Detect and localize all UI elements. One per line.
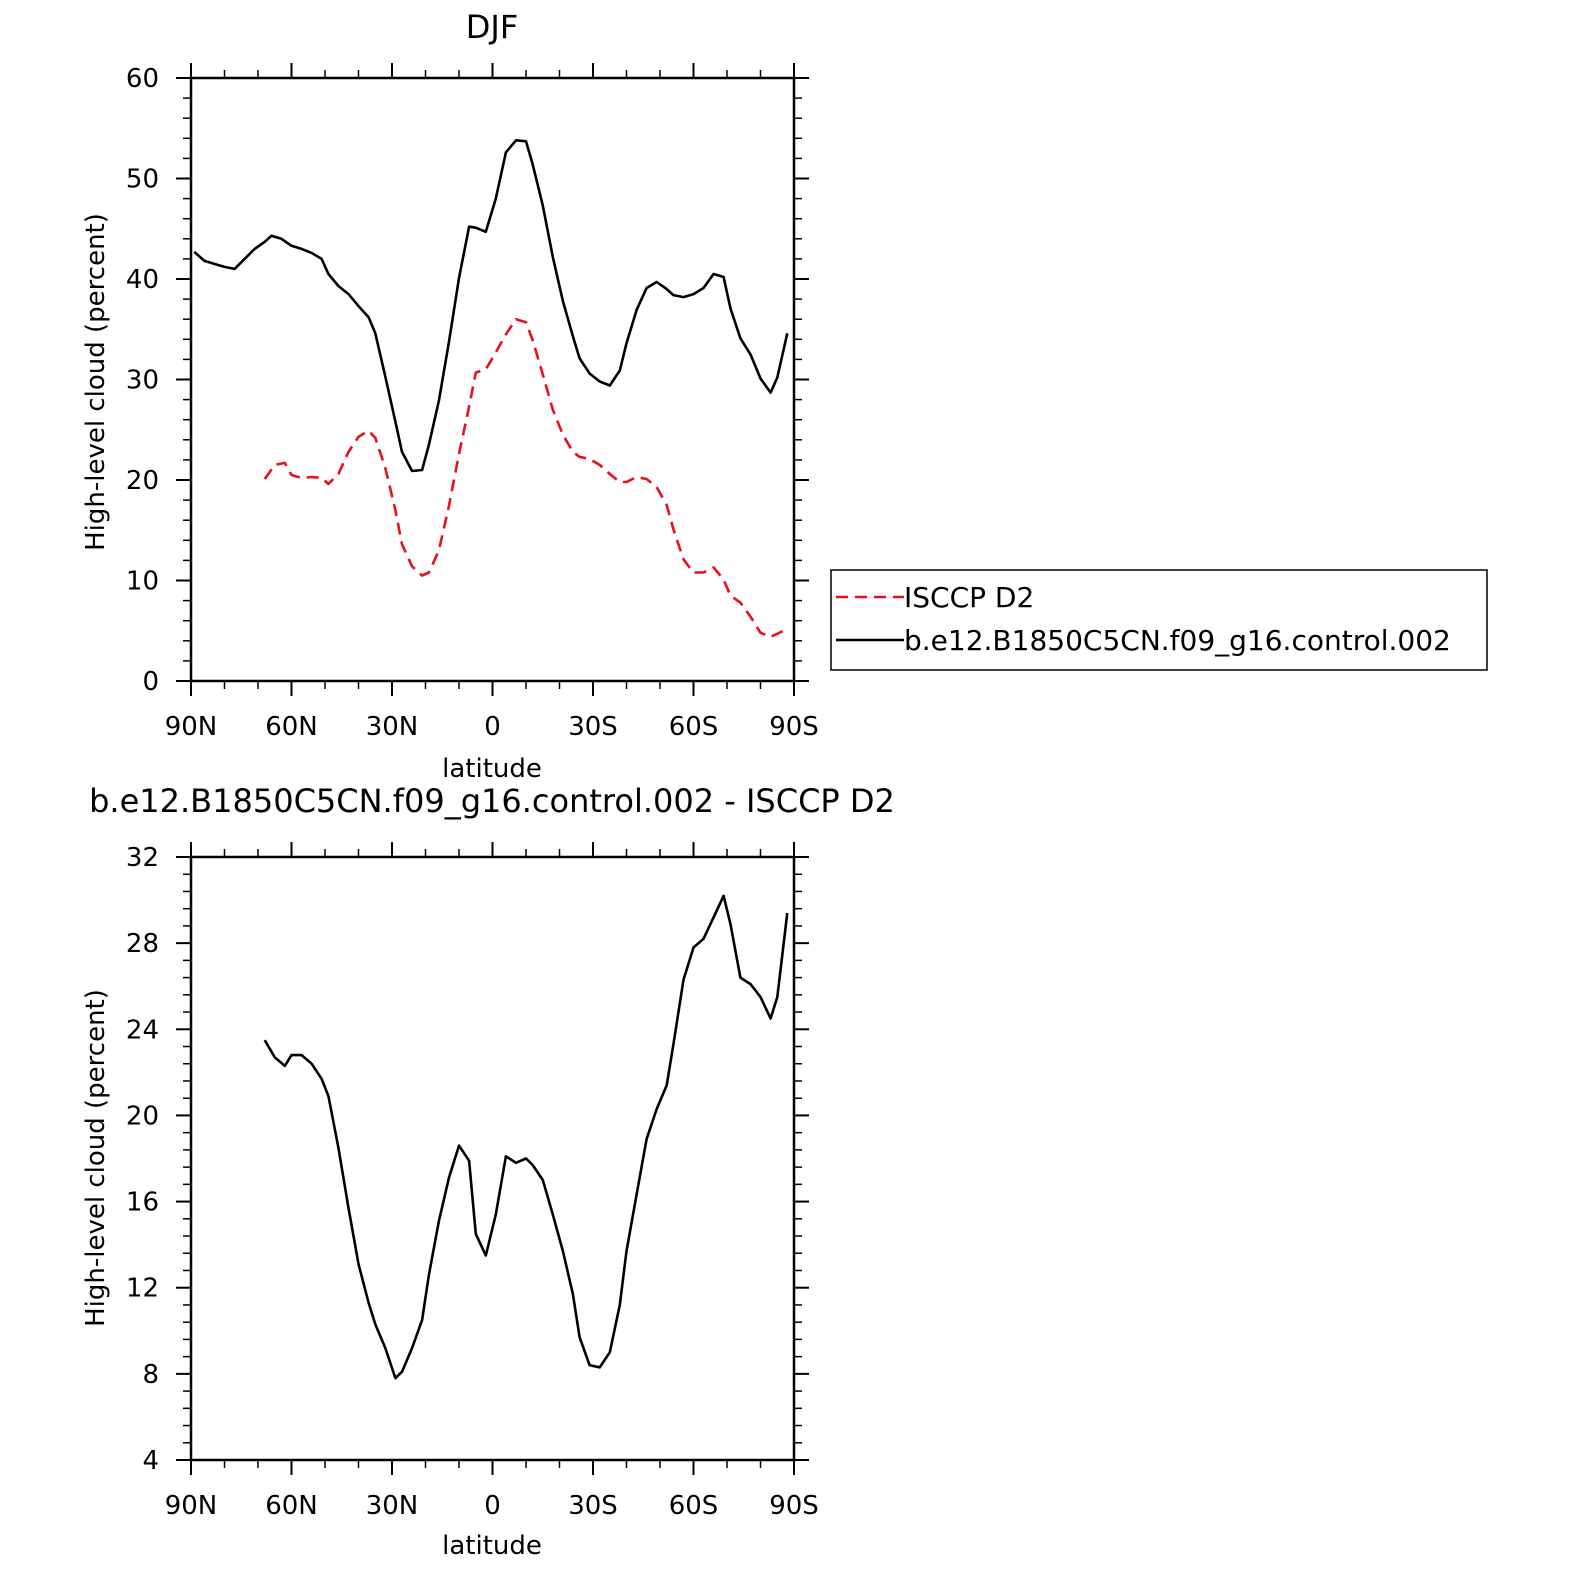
bottom-chart-ytick-label: 20 [126, 1101, 159, 1131]
bottom-chart-ytick-label: 8 [142, 1360, 159, 1390]
bottom-chart-xtick-label: 90S [769, 1491, 819, 1521]
top-chart-xtick-label: 30S [568, 712, 618, 742]
bottom-chart-ylabel: High-level cloud (percent) [81, 989, 111, 1327]
legend: ISCCP D2 b.e12.B1850C5CN.f09_g16.control… [830, 569, 1488, 671]
top-chart-series-line-1 [193, 139, 789, 473]
top-chart-ytick-label: 10 [126, 567, 159, 597]
top-chart-xtick-label: 60S [669, 712, 719, 742]
top-chart-ytick-label: 30 [126, 366, 159, 396]
top-chart-ytick-label: 20 [126, 466, 159, 496]
bottom-chart-ytick-label: 12 [126, 1274, 159, 1304]
bottom-chart-ytick-label: 24 [126, 1015, 159, 1045]
bottom-chart-xtick-label: 30S [568, 1491, 618, 1521]
top-chart-xtick-label: 60N [265, 712, 318, 742]
top-chart-ytick-label: 40 [126, 265, 159, 295]
top-chart-ticks [176, 63, 809, 696]
top-chart-xtick-label: 90S [769, 712, 819, 742]
bottom-chart-xlabel: latitude [442, 1531, 542, 1561]
bottom-chart-xtick-label: 0 [484, 1491, 501, 1521]
top-chart-ytick-label: 50 [126, 165, 159, 195]
bottom-chart-xtick-label: 30N [366, 1491, 419, 1521]
bottom-chart-title: b.e12.B1850C5CN.f09_g16.control.002 - IS… [89, 782, 895, 820]
legend-label-isccp: ISCCP D2 [904, 581, 1034, 614]
top-chart-xtick-label: 0 [484, 712, 501, 742]
bottom-chart-ytick-label: 32 [126, 843, 159, 873]
legend-label-model: b.e12.B1850C5CN.f09_g16.control.002 [904, 624, 1451, 657]
bottom-chart-ticks [176, 842, 809, 1475]
top-chart-xtick-label: 30N [366, 712, 419, 742]
top-chart-xlabel: latitude [442, 754, 542, 784]
bottom-chart-ytick-label: 4 [142, 1446, 159, 1476]
bottom-chart-ytick-label: 16 [126, 1188, 159, 1218]
legend-box [830, 569, 1488, 671]
top-chart-ytick-label: 60 [126, 64, 159, 94]
bottom-chart-ytick-label: 28 [126, 929, 159, 959]
top-chart-ytick-label: 0 [142, 667, 159, 697]
bottom-chart-xtick-label: 90N [165, 1491, 218, 1521]
bottom-chart-panel: b.e12.B1850C5CN.f09_g16.control.002 - IS… [81, 782, 895, 1561]
top-chart-xtick-label: 90N [165, 712, 218, 742]
top-chart-ylabel: High-level cloud (percent) [81, 213, 111, 551]
bottom-chart-xtick-label: 60N [265, 1491, 318, 1521]
bottom-chart-frame [189, 855, 796, 1462]
top-chart-panel: DJF High-level cloud (percent) latitude … [81, 8, 819, 784]
top-chart-series-line-0 [263, 317, 788, 639]
top-chart-title: DJF [466, 8, 518, 46]
top-chart-frame [189, 76, 796, 683]
bottom-chart-series-line-0 [263, 894, 789, 1380]
bottom-chart-xtick-label: 60S [669, 1491, 719, 1521]
